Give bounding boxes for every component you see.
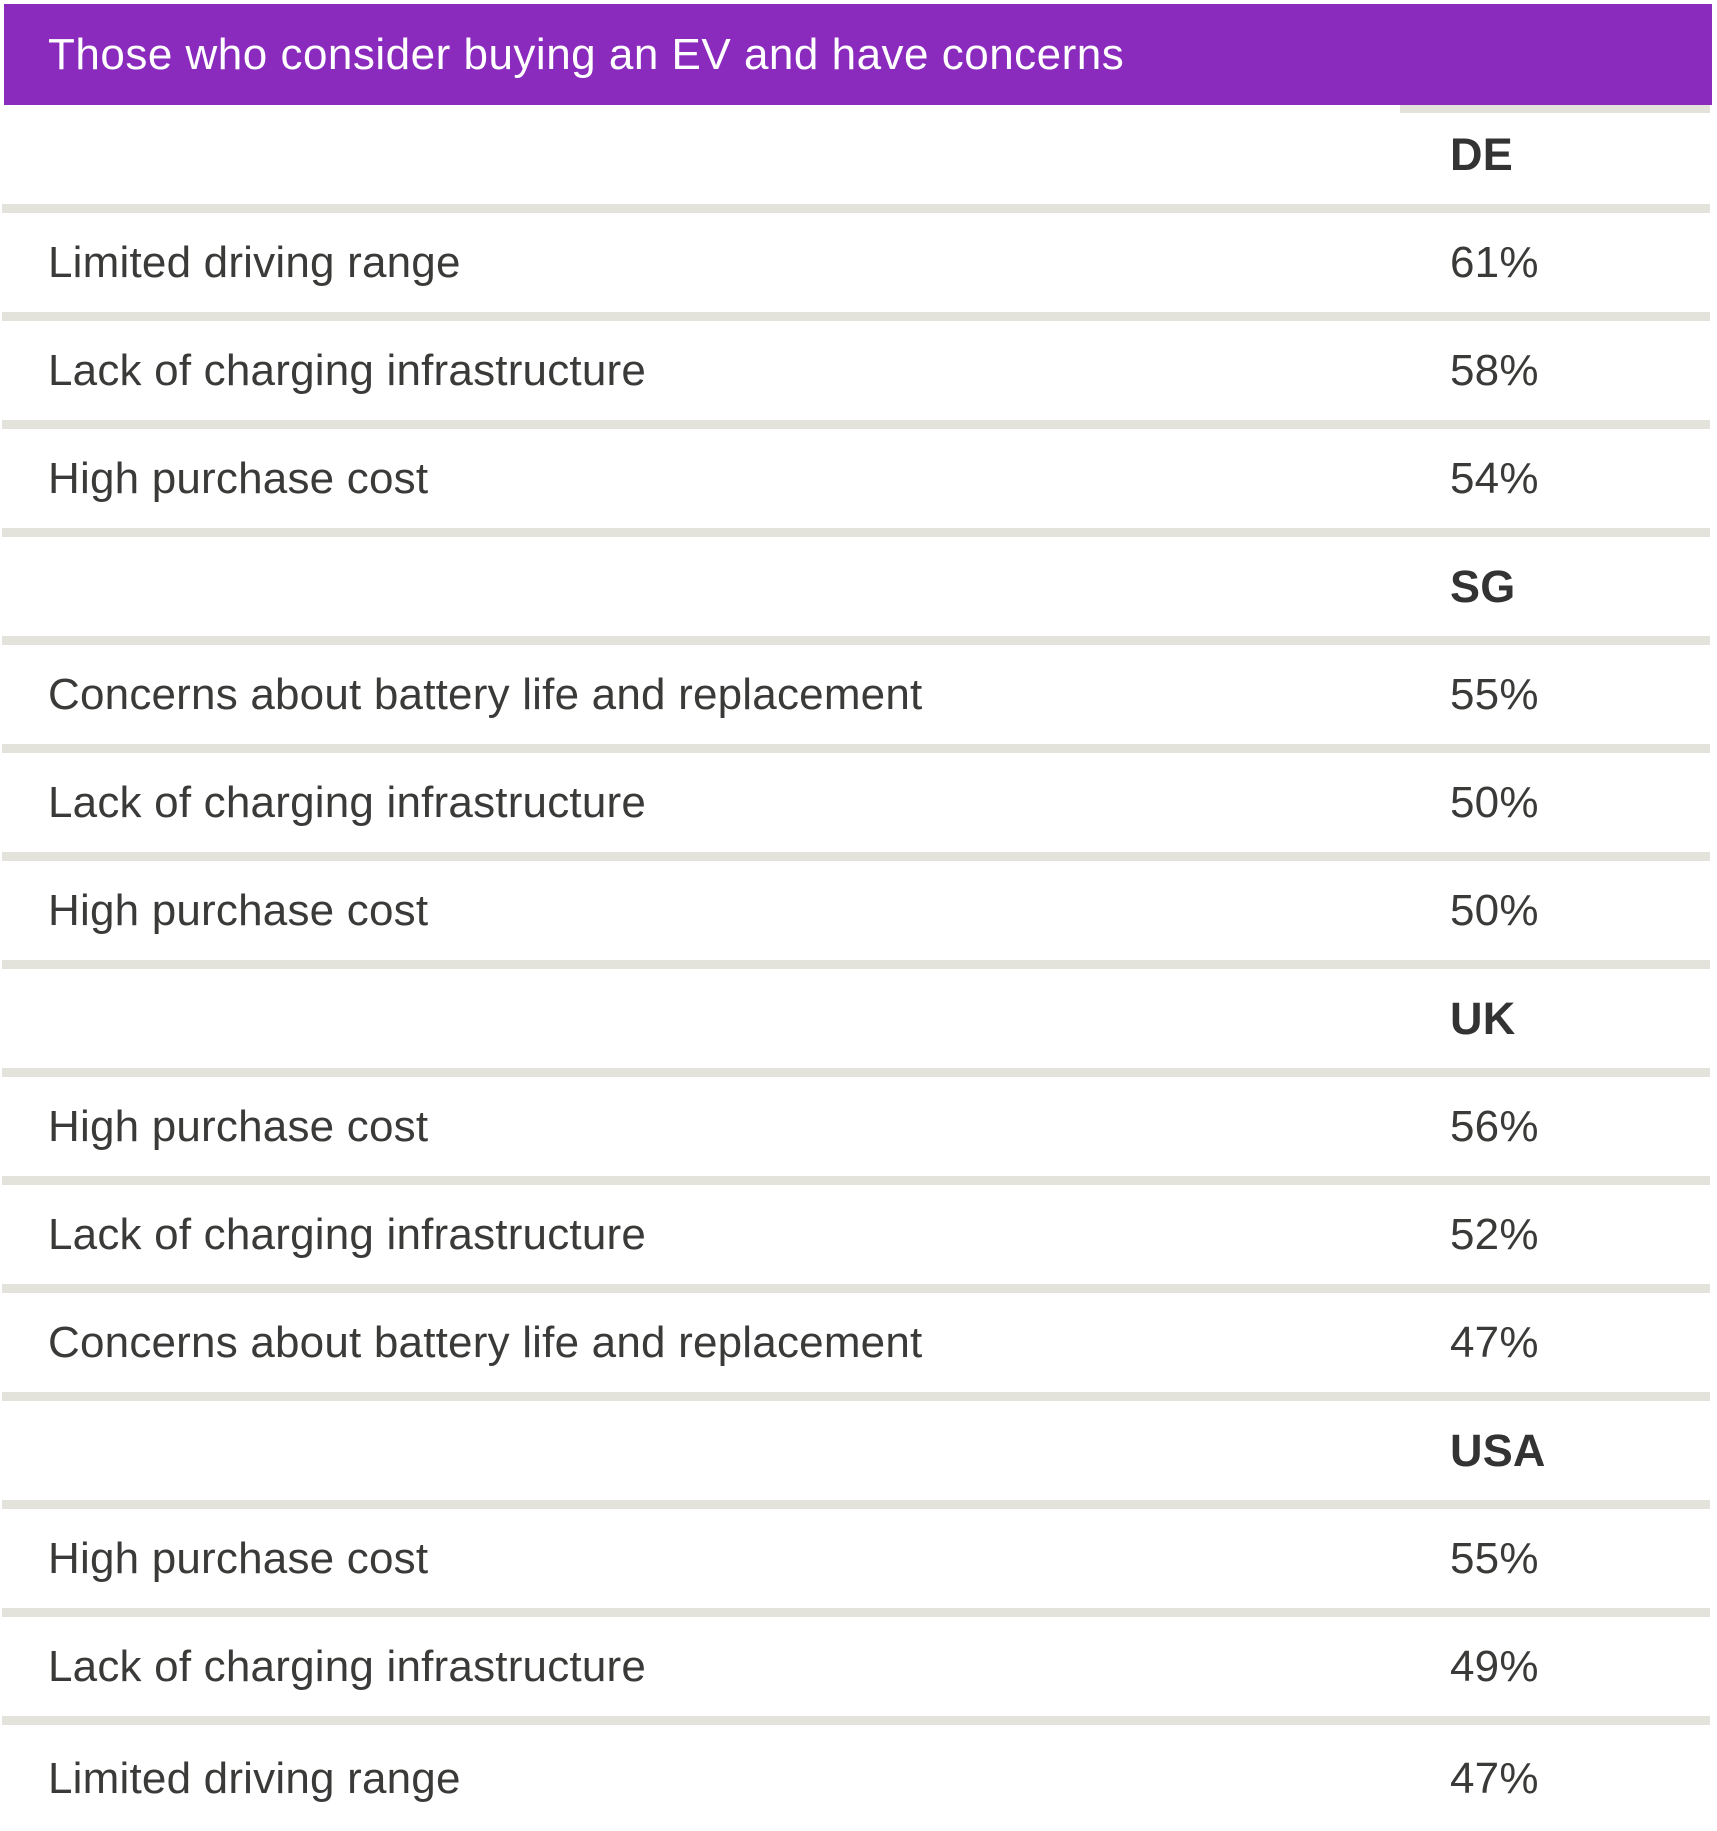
concern-value: 55%: [1450, 1533, 1539, 1583]
country-header-row: USA: [2, 1401, 1710, 1509]
concern-label: High purchase cost: [48, 1533, 429, 1583]
country-header-row: SG: [2, 537, 1710, 645]
concern-value: 49%: [1450, 1641, 1539, 1691]
table-row: Limited driving range 61%: [2, 213, 1710, 321]
page-title: Those who consider buying an EV and have…: [48, 29, 1125, 79]
concern-label: Lack of charging infrastructure: [48, 345, 647, 395]
concern-value: 56%: [1450, 1101, 1539, 1151]
table-row: Lack of charging infrastructure 49%: [2, 1617, 1710, 1725]
concern-label: High purchase cost: [48, 453, 429, 503]
concern-value: 54%: [1450, 453, 1539, 503]
concern-label: Concerns about battery life and replacem…: [48, 669, 923, 719]
concern-label: Limited driving range: [48, 237, 461, 287]
concern-label: Lack of charging infrastructure: [48, 1641, 647, 1691]
concern-label: Lack of charging infrastructure: [48, 1209, 647, 1259]
table-row: Lack of charging infrastructure 52%: [2, 1185, 1710, 1293]
country-code: DE: [1450, 128, 1513, 180]
concern-value: 50%: [1450, 885, 1539, 935]
table-row: Lack of charging infrastructure 50%: [2, 753, 1710, 861]
concern-value: 58%: [1450, 345, 1539, 395]
country-header-row: UK: [2, 969, 1710, 1077]
table-row: Concerns about battery life and replacem…: [2, 1293, 1710, 1401]
table-row: Lack of charging infrastructure 58%: [2, 321, 1710, 429]
title-bar: Those who consider buying an EV and have…: [4, 4, 1712, 105]
table-row: Limited driving range 47%: [2, 1725, 1710, 1831]
concern-value: 47%: [1450, 1754, 1539, 1803]
concern-label: High purchase cost: [48, 1101, 429, 1151]
concern-value: 52%: [1450, 1209, 1539, 1259]
country-code: SG: [1450, 560, 1516, 612]
concern-value: 50%: [1450, 777, 1539, 827]
concern-value: 47%: [1450, 1317, 1539, 1367]
table-row: High purchase cost 54%: [2, 429, 1710, 537]
country-code: USA: [1450, 1424, 1546, 1476]
concern-value: 55%: [1450, 669, 1539, 719]
concern-value: 61%: [1450, 237, 1539, 287]
table-row: Concerns about battery life and replacem…: [2, 645, 1710, 753]
country-code: UK: [1450, 992, 1516, 1044]
table-body: DE Limited driving range 61% Lack of chargi…: [2, 105, 1710, 1831]
table-row: High purchase cost 55%: [2, 1509, 1710, 1617]
concern-label: Limited driving range: [48, 1754, 461, 1803]
concern-label: Lack of charging infrastructure: [48, 777, 647, 827]
country-header-row: DE: [2, 105, 1710, 213]
concern-label: High purchase cost: [48, 885, 429, 935]
table-row: High purchase cost 50%: [2, 861, 1710, 969]
table-row: High purchase cost 56%: [2, 1077, 1710, 1185]
concern-label: Concerns about battery life and replacem…: [48, 1317, 923, 1367]
